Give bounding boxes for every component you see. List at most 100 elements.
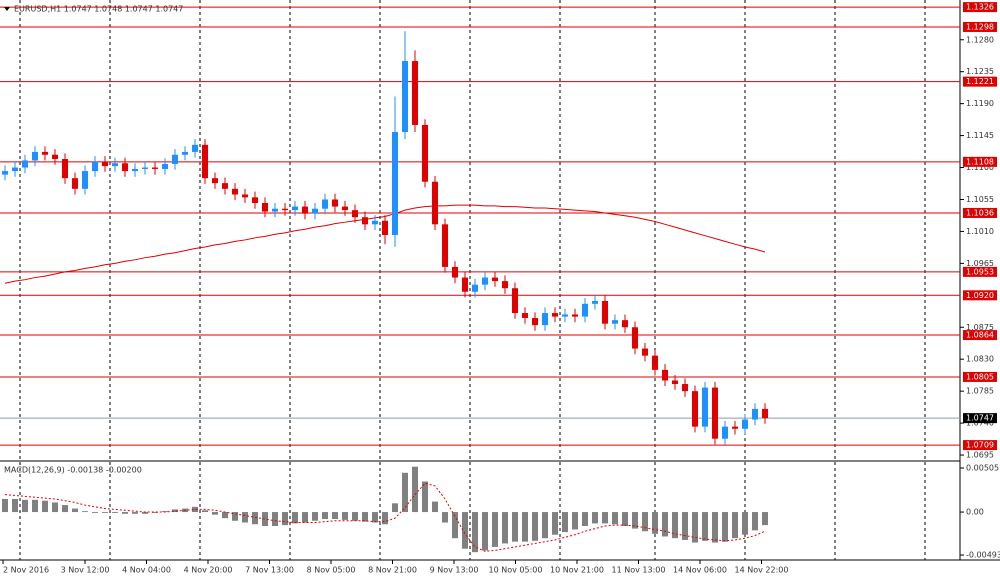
candle-body [112, 163, 118, 167]
candle-body [32, 151, 38, 161]
candle-body [172, 154, 178, 164]
histogram-bar [32, 499, 38, 513]
level-label: 1.0709 [966, 441, 994, 450]
histogram-bar [592, 512, 598, 524]
histogram-bar [582, 512, 588, 526]
histogram-bar [312, 512, 318, 521]
candle-body [352, 210, 358, 218]
y-tick-label: -0.00493 [966, 551, 1000, 560]
title-arrow [4, 7, 10, 11]
y-tick-label: 1.0785 [966, 387, 994, 396]
histogram-bar [442, 512, 448, 523]
histogram-bar [612, 512, 618, 525]
histogram-bar [72, 508, 78, 513]
candle-body [282, 208, 288, 211]
histogram-bar [272, 512, 278, 526]
candle-body [132, 168, 138, 172]
y-tick-label: 1.0830 [966, 355, 994, 364]
candle-body [62, 159, 68, 179]
histogram-bar [212, 512, 218, 515]
histogram-bar [82, 511, 88, 513]
histogram-bar [42, 500, 48, 513]
current-price-label: 1.0747 [966, 414, 994, 423]
candle-body [412, 61, 418, 125]
candle-body [302, 206, 308, 214]
y-tick-label: 1.1010 [966, 227, 994, 236]
histogram-bar [152, 512, 158, 513]
histogram-bar [122, 512, 128, 514]
histogram-bar [632, 512, 638, 529]
histogram-bar [2, 498, 8, 513]
histogram-bar [242, 512, 248, 523]
level-label-box [963, 330, 997, 341]
histogram-bar [752, 512, 758, 531]
candle-body [612, 320, 618, 324]
histogram-bar [502, 512, 508, 544]
histogram-bar [672, 512, 678, 539]
x-tick-label: 4 Nov 20:00 [184, 566, 233, 575]
histogram-bar [472, 512, 478, 553]
histogram-bar [172, 509, 178, 513]
candle-body [332, 199, 338, 207]
candle-body [672, 380, 678, 385]
y-tick-label: 0.00 [966, 508, 984, 517]
candle-body [552, 313, 558, 317]
level-label-box [963, 156, 997, 167]
y-tick-label: 1.1100 [966, 163, 994, 172]
histogram-bar [222, 512, 228, 519]
level-label: 1.0920 [966, 291, 994, 300]
candle-body [372, 220, 378, 225]
histogram-bar [492, 512, 498, 547]
signal-line [4, 482, 766, 552]
candle-body [742, 419, 748, 429]
x-tick-label: 7 Nov 13:00 [245, 566, 294, 575]
candle-body [472, 284, 478, 292]
candle-body [102, 161, 108, 167]
y-tick-label: 1.0965 [966, 259, 994, 268]
x-tick-label: 3 Nov 12:00 [61, 566, 110, 575]
level-label-box [963, 207, 997, 218]
candle-body [362, 217, 368, 225]
chart-title: EURUSD,H1 1.0747 1.0748 1.0747 1.0747 [14, 5, 183, 14]
x-tick-label: 8 Nov 21:00 [368, 566, 417, 575]
candle-body [572, 314, 578, 317]
histogram-bar [762, 512, 768, 526]
candle-body [512, 288, 518, 314]
candle-body [2, 171, 8, 175]
candle-body [752, 408, 758, 420]
candle-body [712, 387, 718, 439]
x-tick-label: 9 Nov 13:00 [430, 566, 479, 575]
indicator-title: MACD(12,26,9) -0.00138 -0.00200 [4, 466, 142, 475]
candle-body [522, 313, 528, 319]
candle-body [82, 171, 88, 189]
level-label-box [963, 76, 997, 87]
y-tick-label: 1.1280 [966, 35, 994, 44]
y-tick-label: 0.00505 [966, 464, 999, 473]
level-label-box [963, 290, 997, 301]
y-tick-label: 1.1145 [966, 131, 994, 140]
candle-body [382, 220, 388, 235]
candle-body [692, 391, 698, 427]
histogram-bar [422, 481, 428, 513]
y-tick-label: 1.0695 [966, 451, 994, 460]
x-tick-label: 8 Nov 05:00 [307, 566, 356, 575]
histogram-bar [142, 512, 148, 514]
candle-body [242, 194, 248, 198]
candle-body [342, 206, 348, 211]
x-tick-label: 2 Nov 2016 [3, 566, 49, 575]
histogram-bar [722, 512, 728, 542]
x-tick-label: 4 Nov 04:00 [122, 566, 171, 575]
x-tick-label: 14 Nov 06:00 [673, 566, 727, 575]
candle-body [402, 61, 408, 133]
candle-body [542, 313, 548, 326]
candle-body [622, 320, 628, 328]
candle-body [42, 151, 48, 155]
level-label-box [963, 2, 997, 13]
x-tick-label: 10 Nov 21:00 [550, 566, 604, 575]
candle-body [182, 151, 188, 155]
candle-body [92, 161, 98, 172]
histogram-bar [92, 512, 98, 513]
candle-body [222, 183, 228, 189]
histogram-bar [742, 512, 748, 535]
candle-body [22, 160, 28, 168]
